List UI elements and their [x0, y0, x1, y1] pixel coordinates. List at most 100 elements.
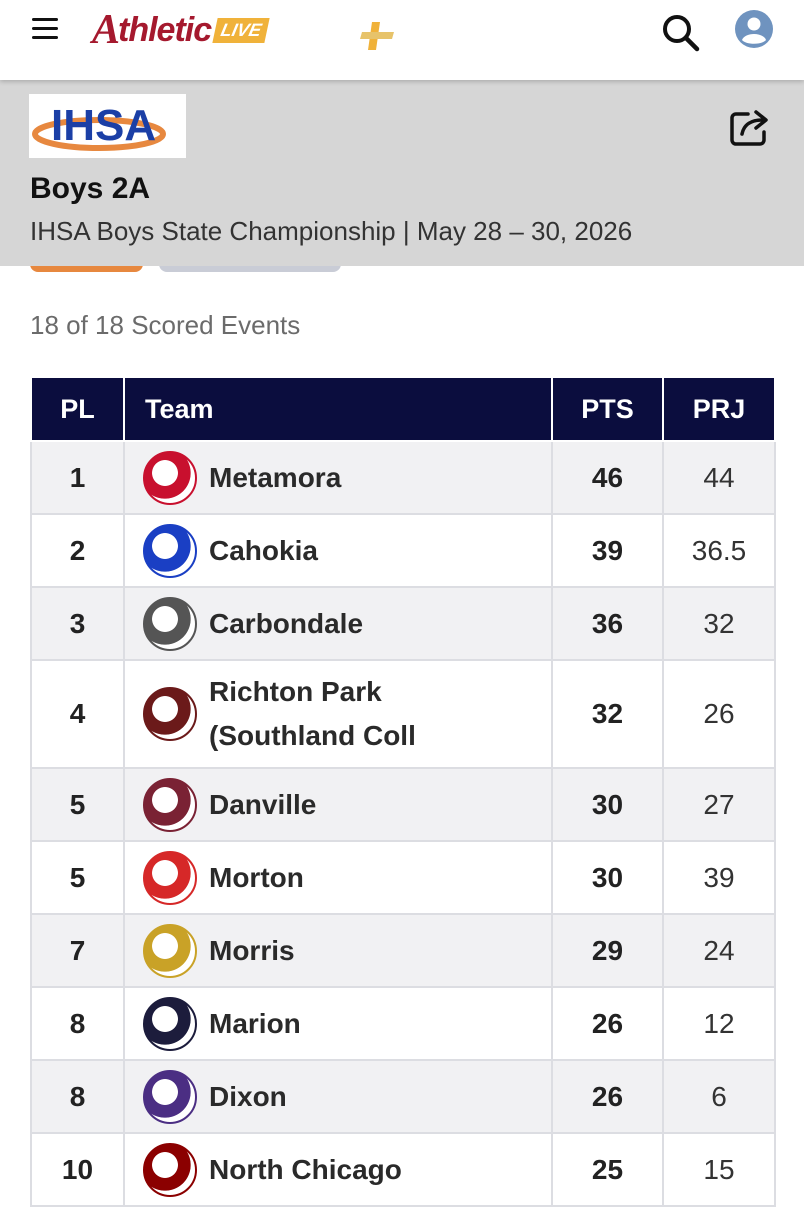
account-icon[interactable] — [735, 10, 773, 48]
menu-icon[interactable] — [32, 18, 60, 40]
search-icon[interactable] — [660, 12, 700, 52]
team-cell[interactable]: Danville — [123, 767, 553, 842]
team-cell-content: North Chicago — [125, 1142, 551, 1197]
scored-events-summary: 18 of 18 Scored Events — [30, 310, 301, 340]
team-name[interactable]: Cahokia — [209, 534, 318, 566]
team-name[interactable]: Carbondale — [209, 607, 364, 639]
projected-cell: 12 — [662, 986, 776, 1061]
plus-icon[interactable] — [358, 18, 398, 54]
projected-cell: 36.5 — [662, 513, 776, 588]
cardinal-logo-icon — [143, 450, 197, 505]
team-cell-content: Danville — [125, 777, 551, 832]
team-cell-content: Morton — [125, 850, 551, 905]
cahokia-logo-icon — [143, 523, 197, 578]
place-cell: 5 — [30, 767, 125, 842]
place-cell: 1 — [30, 440, 125, 515]
table-row[interactable]: 4 Richton Park (Southland Coll 32 26 — [30, 659, 776, 769]
table-row[interactable]: 8 Dixon 26 6 — [30, 1059, 776, 1134]
table-row[interactable]: 10 North Chicago 25 15 — [30, 1132, 776, 1207]
team-cell[interactable]: Cahokia — [123, 513, 553, 588]
morton-m-logo-icon — [143, 850, 197, 905]
place-cell: 7 — [30, 913, 125, 988]
team-name[interactable]: Morris — [209, 934, 295, 966]
team-cell-content: Richton Park (Southland Coll — [125, 670, 551, 758]
table-row[interactable]: 5 Morton 30 39 — [30, 840, 776, 915]
team-name[interactable]: North Chicago — [209, 1153, 402, 1185]
table-row[interactable]: 7 Morris 29 24 — [30, 913, 776, 988]
team-name[interactable]: Marion — [209, 1007, 301, 1039]
team-name[interactable]: Morton — [209, 861, 304, 893]
event-title: Boys 2A — [30, 172, 151, 205]
place-cell: 10 — [30, 1132, 125, 1207]
table-row[interactable]: 5 Danville 30 27 — [30, 767, 776, 842]
eagle-logo-icon — [143, 687, 197, 741]
team-cell[interactable]: Morris — [123, 913, 553, 988]
marion-logo-icon — [143, 996, 197, 1051]
team-name[interactable]: Danville — [209, 788, 317, 820]
viking-logo-icon — [143, 777, 197, 832]
place-cell: 8 — [30, 986, 125, 1061]
table-row[interactable]: 2 Cahokia 39 36.5 — [30, 513, 776, 588]
share-icon[interactable] — [728, 106, 774, 148]
points-cell: 29 — [551, 913, 664, 988]
team-cell[interactable]: Dixon — [123, 1059, 553, 1134]
points-cell: 46 — [551, 440, 664, 515]
team-cell-content: Carbondale — [125, 596, 551, 651]
projected-cell: 44 — [662, 440, 776, 515]
projected-cell: 6 — [662, 1059, 776, 1134]
header-team[interactable]: Team — [123, 376, 553, 442]
place-cell: 2 — [30, 513, 125, 588]
team-cell[interactable]: North Chicago — [123, 1132, 553, 1207]
team-cell-content: Metamora — [125, 450, 551, 505]
points-cell: 32 — [551, 659, 664, 769]
points-cell: 36 — [551, 586, 664, 661]
team-cell[interactable]: Carbondale — [123, 586, 553, 661]
team-cell[interactable]: Marion — [123, 986, 553, 1061]
winged-m-logo-icon — [143, 923, 197, 978]
place-cell: 8 — [30, 1059, 125, 1134]
team-cell-content: Morris — [125, 923, 551, 978]
athletic-live-logo[interactable]: A thletic LIVE — [92, 7, 270, 53]
team-name[interactable]: Richton Park (Southland Coll — [209, 676, 416, 751]
points-cell: 39 — [551, 513, 664, 588]
projected-cell: 32 — [662, 586, 776, 661]
place-cell: 3 — [30, 586, 125, 661]
header-projected[interactable]: PRJ — [662, 376, 776, 442]
brand-initial: A — [92, 7, 120, 53]
event-subtitle: IHSA Boys State Championship | May 28 – … — [30, 216, 633, 246]
points-cell: 30 — [551, 767, 664, 842]
team-name[interactable]: Metamora — [209, 461, 342, 493]
app-header: A thletic LIVE — [0, 0, 804, 80]
table-row[interactable]: 3 Carbondale 36 32 — [30, 586, 776, 661]
header-points[interactable]: PTS — [551, 376, 664, 442]
ihsa-logo: IHSA — [29, 94, 186, 158]
team-standings-table: PL Team PTS PRJ 1 Metamora 46 44 2 Cahokia 39 3… — [30, 376, 776, 1207]
ihsa-logo-text: IHSA — [51, 101, 156, 150]
dixon-d-logo-icon — [143, 1069, 197, 1124]
projected-cell: 24 — [662, 913, 776, 988]
points-cell: 26 — [551, 986, 664, 1061]
projected-cell: 15 — [662, 1132, 776, 1207]
team-cell[interactable]: Richton Park (Southland Coll — [123, 659, 553, 769]
team-name[interactable]: Dixon — [209, 1080, 287, 1112]
points-cell: 26 — [551, 1059, 664, 1134]
table-row[interactable]: 8 Marion 26 12 — [30, 986, 776, 1061]
hawk-logo-icon — [143, 1142, 197, 1197]
team-cell-content: Cahokia — [125, 523, 551, 578]
points-cell: 30 — [551, 840, 664, 915]
table-header-row: PL Team PTS PRJ — [30, 376, 776, 442]
brand-live-badge: LIVE — [212, 17, 270, 43]
place-cell: 4 — [30, 659, 125, 769]
points-cell: 25 — [551, 1132, 664, 1207]
header-place[interactable]: PL — [30, 376, 125, 442]
event-header: IHSA Boys 2A IHSA Boys State Championshi… — [0, 80, 804, 266]
team-cell[interactable]: Morton — [123, 840, 553, 915]
ihsa-logo-icon: IHSA — [32, 101, 166, 151]
team-cell[interactable]: Metamora — [123, 440, 553, 515]
brand-name: thletic — [118, 10, 212, 49]
terrier-logo-icon — [143, 596, 197, 651]
projected-cell: 26 — [662, 659, 776, 769]
team-cell-content: Marion — [125, 996, 551, 1051]
table-row[interactable]: 1 Metamora 46 44 — [30, 440, 776, 515]
place-cell: 5 — [30, 840, 125, 915]
